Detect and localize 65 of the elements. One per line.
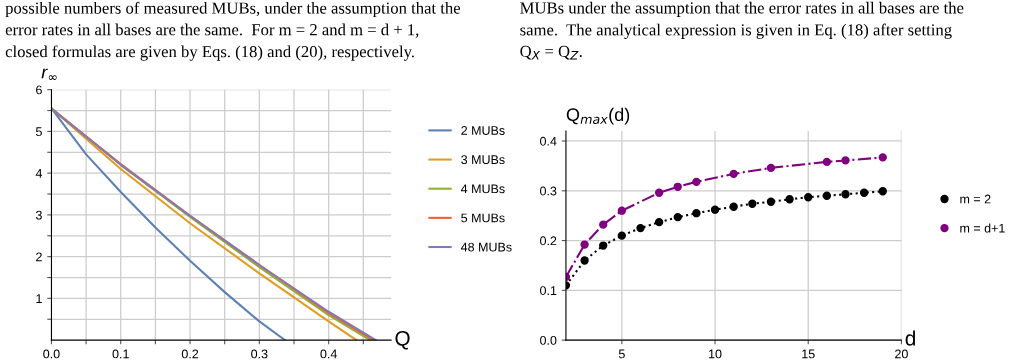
legend-label: 2 MUBs — [461, 126, 505, 135]
point — [841, 156, 850, 165]
text: possible numbers of measured MUBs, under the assumption that the — [5, 1, 461, 18]
point — [617, 206, 627, 215]
text: Q$_{X}$ = Q$_{Z}$. — [520, 45, 582, 60]
y-tick-label: 4 — [35, 169, 43, 178]
y-tick-label: 5 — [35, 127, 42, 137]
point — [599, 241, 608, 250]
x-tick-label: 0.1 — [112, 349, 129, 359]
point — [766, 197, 776, 206]
point — [636, 223, 645, 233]
point — [804, 193, 813, 202]
point — [580, 240, 589, 249]
y-tick-label: 2 — [36, 252, 42, 262]
point — [822, 157, 832, 167]
point — [766, 163, 776, 173]
x-tick-label: 15 — [802, 349, 815, 359]
y-tick-label: 0.4 — [540, 136, 557, 146]
y-tick-label: 6 — [36, 85, 42, 95]
point — [580, 256, 589, 265]
text: error rates in all bases are the same. For m = 2 and m = d + 1, — [5, 23, 419, 38]
point — [654, 217, 664, 227]
point — [748, 199, 757, 208]
x-tick-label: 0.4 — [320, 349, 337, 359]
legend-label: m = 2 — [960, 194, 991, 204]
x-tick-label: 0.0 — [43, 349, 60, 359]
x-tick-label: 0.3 — [251, 349, 268, 359]
text: same. The analytical expression is given in Eq. (18) after setting — [520, 23, 952, 39]
point — [599, 220, 608, 229]
y-tick-label: 0.0 — [540, 335, 557, 345]
point — [841, 190, 850, 199]
point — [617, 231, 627, 240]
point — [710, 205, 720, 214]
y-tick-label: 0.2 — [540, 236, 557, 246]
point — [859, 188, 869, 197]
point — [729, 202, 738, 211]
x-tick-label: 0.2 — [181, 349, 199, 359]
point — [673, 212, 682, 222]
legend-label: 5 MUBs — [461, 213, 505, 223]
y-tick-label: 3 — [35, 210, 42, 220]
y-axis-title: r$_{∞}$ — [41, 68, 57, 80]
y-axis-title: Q$_{max}$(d) — [566, 107, 630, 125]
text: closed formulas are given by Eqs. (18) and (20), respectively. — [5, 45, 414, 61]
x-axis-title: Q — [395, 330, 410, 350]
x-axis-title: d — [905, 330, 915, 346]
legend-label: 4 MUBs — [460, 184, 505, 194]
point — [673, 182, 682, 191]
point — [822, 191, 832, 200]
point — [878, 153, 887, 162]
point — [878, 187, 887, 196]
legend-label: 48 MUBs — [460, 242, 512, 252]
y-tick-label: 0.3 — [540, 186, 557, 196]
x-tick-label: 10 — [709, 349, 722, 359]
y-tick-label: 1 — [36, 294, 42, 303]
point — [654, 188, 664, 197]
legend-label: 3 MUBs — [461, 155, 505, 165]
point — [785, 195, 794, 204]
x-tick-label: 20 — [895, 349, 908, 359]
x-tick-label: 5 — [618, 349, 625, 359]
legend-label: m = d+1 — [960, 223, 1005, 233]
text: MUBs under the assumption that the error rates in all bases are the — [520, 1, 964, 17]
y-tick-label: 0.1 — [540, 286, 557, 295]
point — [729, 169, 738, 179]
point — [692, 177, 701, 186]
point — [692, 209, 701, 218]
